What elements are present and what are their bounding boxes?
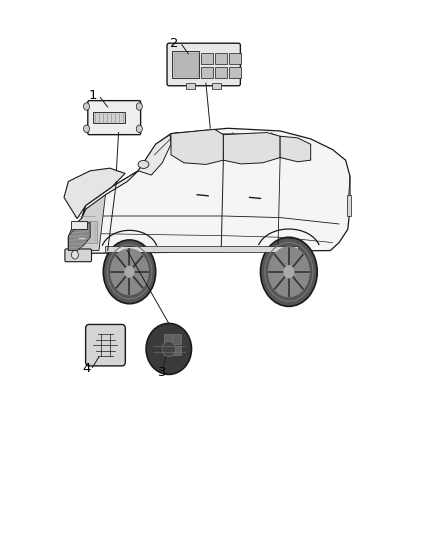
Bar [163,346,172,356]
Bar [229,67,241,78]
Ellipse shape [138,160,149,168]
Text: 1: 1 [88,89,97,102]
Bar [201,67,213,78]
Bar [106,246,297,252]
Bar [186,83,195,89]
Polygon shape [81,171,138,219]
Circle shape [125,266,134,278]
Bar [73,221,97,243]
Circle shape [71,251,78,259]
Polygon shape [171,130,223,165]
Bar [201,53,213,64]
Bar [172,346,181,356]
Circle shape [103,240,155,304]
FancyBboxPatch shape [167,43,240,86]
Polygon shape [138,135,171,175]
FancyBboxPatch shape [65,249,92,262]
Polygon shape [68,128,350,253]
Text: 3: 3 [158,366,166,379]
Ellipse shape [146,324,191,374]
Bar [229,53,241,64]
Polygon shape [223,133,280,164]
Circle shape [136,125,142,133]
Text: 4: 4 [82,362,91,375]
Circle shape [261,237,317,306]
Polygon shape [280,136,311,162]
Bar [215,67,227,78]
Bar [92,112,125,123]
FancyBboxPatch shape [85,325,125,366]
Circle shape [111,249,148,295]
Circle shape [83,125,89,133]
Polygon shape [64,168,125,219]
Circle shape [284,265,294,278]
Bar [215,53,227,64]
FancyBboxPatch shape [88,101,141,135]
Ellipse shape [162,341,176,357]
Bar [174,53,198,76]
Bar [71,221,87,229]
Bar [172,51,199,78]
Bar [172,334,181,344]
Text: 2: 2 [170,37,179,50]
Circle shape [83,103,89,110]
Bar [347,195,351,216]
Bar [163,334,172,344]
Circle shape [268,247,309,297]
Circle shape [136,103,142,110]
Polygon shape [68,195,106,251]
Bar [212,83,221,89]
Polygon shape [68,222,90,251]
